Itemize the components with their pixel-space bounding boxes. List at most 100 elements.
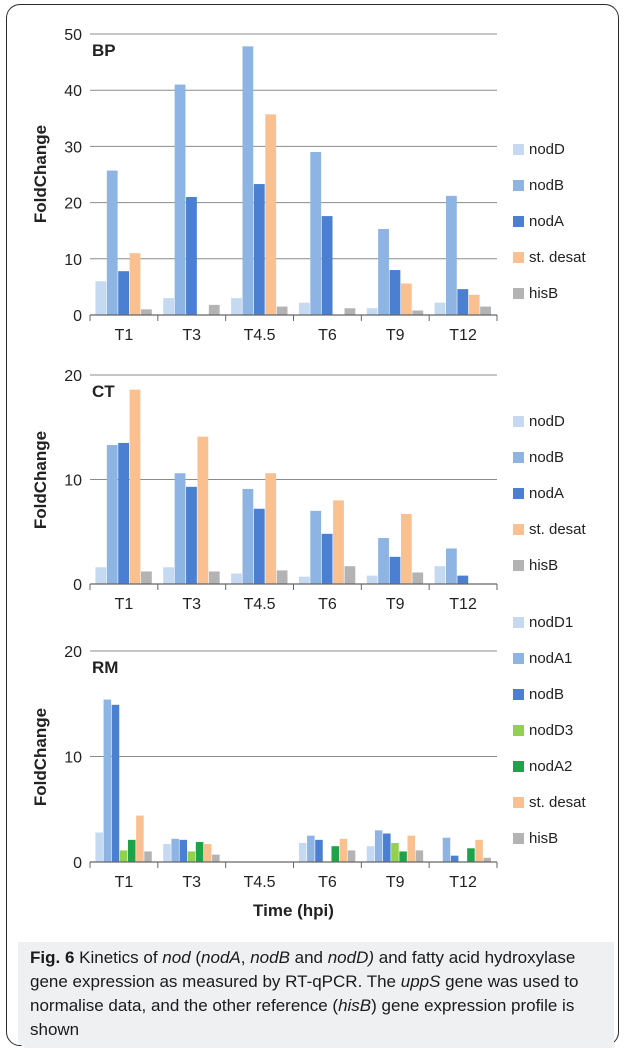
bar-hisb	[483, 857, 491, 862]
chart-area: 0 10 20 30 40 50 FoldChange BP T1 T3 T4.5 T6 T9 T12 no…	[31, 27, 587, 920]
bar-hisb	[412, 310, 424, 315]
bar-noda1	[307, 835, 315, 862]
bar-nodd	[231, 298, 242, 315]
legend-label: nodB	[529, 177, 564, 194]
bar-nodb	[315, 839, 323, 862]
x-tick-label: T4.5	[244, 596, 276, 613]
bar-noda	[321, 533, 333, 584]
x-tick-label: T1	[115, 874, 134, 891]
bar-nodb	[383, 833, 391, 862]
legend-label: nodD3	[529, 722, 573, 739]
bar-nodd	[298, 576, 310, 584]
x-tick-label: T4.5	[244, 874, 276, 891]
bar-st-desat	[203, 844, 212, 862]
legend-label: st. desat	[529, 521, 587, 538]
legend-label: hisB	[529, 557, 558, 574]
bar-nodb	[378, 229, 389, 315]
bar-noda	[118, 442, 130, 584]
bar-nodd1	[163, 844, 171, 862]
x-tick-label: T3	[182, 596, 201, 613]
bar-hisb	[208, 304, 220, 315]
x-tick-label: T12	[449, 327, 477, 344]
y-axis-label: FoldChange	[31, 431, 50, 529]
bar-hisb	[412, 572, 424, 584]
y-tick-label: 20	[64, 368, 82, 385]
legend-swatch	[513, 653, 524, 664]
bar-nodd	[231, 573, 242, 584]
bar-nodd	[434, 566, 446, 584]
bar-hisb	[276, 570, 288, 584]
bar-st-desat	[475, 839, 483, 862]
bar-nodd3	[119, 850, 128, 862]
bar-nodb	[450, 855, 459, 862]
bar-nodb	[310, 510, 322, 584]
bar-hisb	[415, 850, 424, 862]
bar-noda2	[195, 841, 204, 862]
bar-nodd	[163, 567, 175, 584]
chart-panel-ct: 0 10 20 FoldChange CT T1 T3 T4.5 T6 T9 T12 nodD nodB…	[31, 368, 587, 613]
bar-hisb	[344, 566, 356, 584]
bar-hisb	[344, 308, 356, 315]
legend-label: nodA1	[529, 650, 572, 667]
bar-st-desat	[197, 436, 209, 584]
bar-nodd1	[366, 846, 375, 862]
bar-noda1	[442, 837, 451, 862]
bar-noda2	[467, 848, 475, 862]
bar-noda2	[399, 851, 407, 862]
bar-st-desat	[129, 389, 141, 584]
bar-nodb	[179, 839, 188, 862]
bar-hisb	[276, 306, 288, 315]
legend-swatch	[513, 617, 524, 628]
legend-label: st. desat	[529, 249, 587, 266]
bar-nodd	[366, 308, 378, 315]
bar-noda2	[331, 846, 340, 862]
bar-hisb	[141, 571, 152, 584]
bar-st-desat	[136, 815, 144, 862]
legend-label: st. desat	[529, 794, 587, 811]
bar-nodb	[106, 170, 118, 315]
bar-nodb	[242, 488, 254, 584]
x-tick-label: T12	[449, 596, 477, 613]
bar-noda	[253, 508, 265, 584]
bar-st-desat	[129, 253, 141, 315]
bar-noda1	[171, 838, 179, 862]
legend-label: nodD1	[529, 614, 573, 631]
bar-noda	[389, 556, 401, 584]
chart-panel-bp: 0 10 20 30 40 50 FoldChange BP T1 T3 T4.5 T6 T9 T12 no…	[31, 27, 587, 344]
panel-title: RM	[92, 658, 118, 677]
legend-swatch	[513, 252, 524, 263]
legend-label: hisB	[529, 830, 558, 847]
bar-st-desat	[407, 835, 415, 862]
legend-label: hisB	[529, 285, 558, 302]
legend-swatch	[513, 288, 524, 299]
legend-label: nodA	[529, 213, 564, 230]
y-tick-label: 20	[64, 644, 82, 661]
bar-noda1	[374, 830, 383, 862]
bar-noda	[186, 486, 197, 584]
bar-nodb	[242, 46, 254, 315]
x-tick-label: T4.5	[244, 327, 276, 344]
bar-noda	[457, 575, 469, 584]
bar-hisb	[347, 850, 356, 862]
legend-label: nodA2	[529, 758, 572, 775]
legend-swatch	[513, 560, 524, 571]
bar-hisb	[480, 306, 491, 315]
bar-st-desat	[265, 473, 277, 584]
legend-swatch	[513, 797, 524, 808]
x-tick-label: T3	[182, 874, 201, 891]
bar-nodd	[366, 575, 378, 584]
bar-nodb	[111, 704, 120, 862]
bar-noda1	[103, 699, 112, 862]
x-tick-label: T1	[115, 596, 134, 613]
bar-nodb	[378, 538, 389, 584]
y-tick-label: 0	[73, 577, 82, 594]
bar-nodd1	[95, 832, 103, 862]
x-tick-label: T6	[318, 327, 337, 344]
legend-label: nodB	[529, 686, 564, 703]
legend-label: nodB	[529, 449, 564, 466]
legend-label: nodA	[529, 485, 564, 502]
legend-swatch	[513, 725, 524, 736]
y-tick-label: 0	[73, 308, 82, 325]
x-tick-label: T1	[115, 327, 134, 344]
y-axis-label: FoldChange	[31, 708, 50, 806]
